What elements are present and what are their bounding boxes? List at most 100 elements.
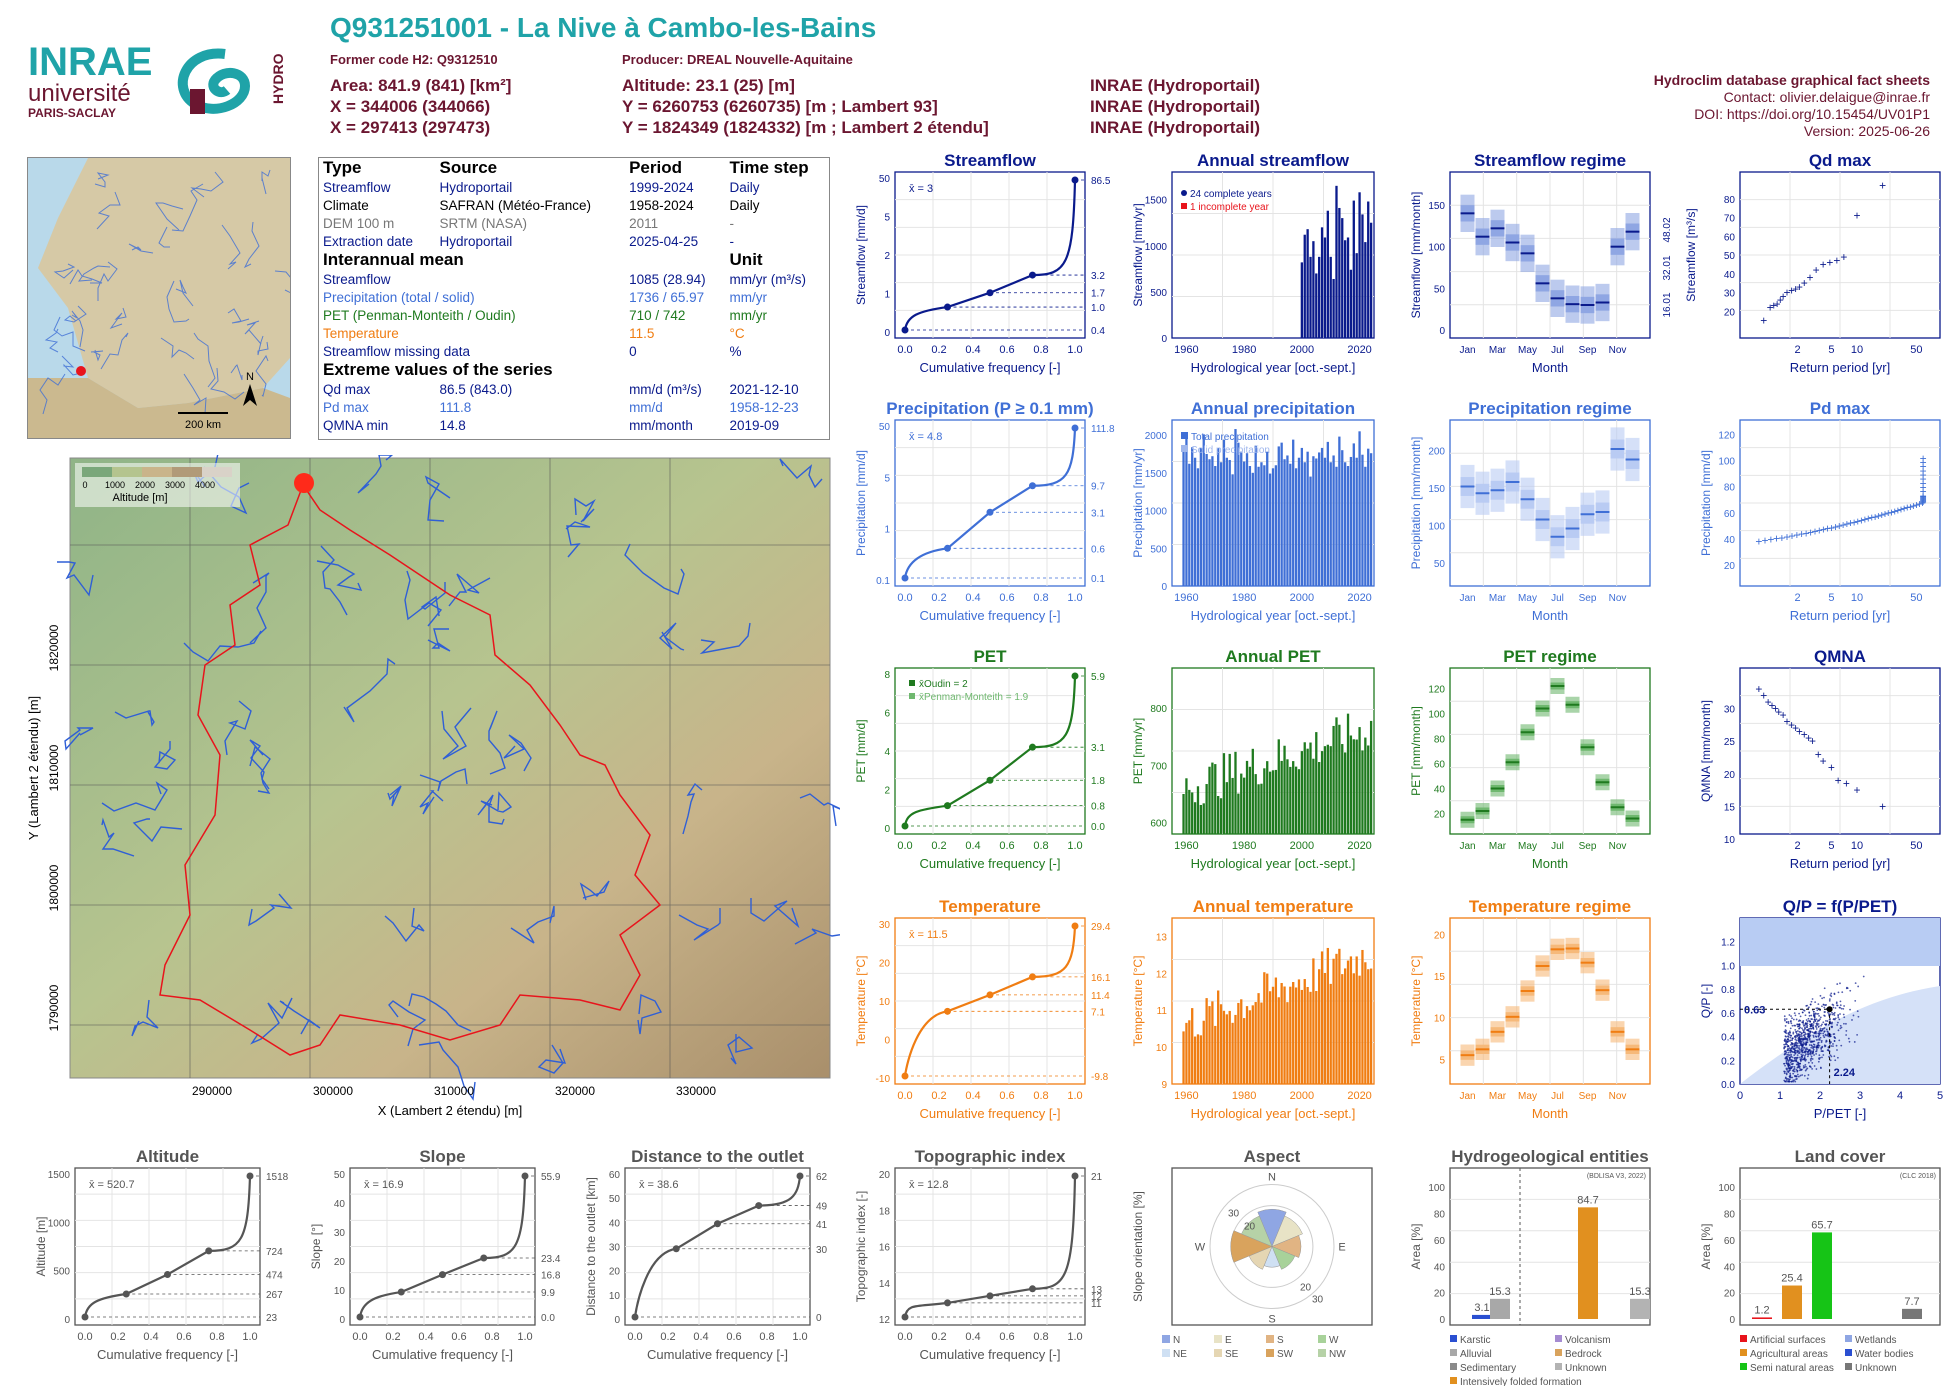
extreme-title: Extreme values of the series [323,360,553,379]
quantile-point [986,289,994,297]
y-axis-label: PET [mm/yr] [1131,718,1145,784]
annual-bar [1214,764,1217,834]
river [57,561,94,597]
src-source: Hydroportail [439,179,513,195]
daily-point [1832,1045,1834,1048]
annual-bar [1300,262,1304,338]
mean-unit: mm/yr [729,307,768,323]
daily-point [1836,1004,1839,1007]
daily-point [1789,1072,1792,1075]
legend-item: 24 complete years [1190,189,1272,200]
daily-point [1812,1010,1815,1013]
daily-point [1794,1047,1797,1049]
daily-point [1788,1080,1791,1083]
src-step: Daily [729,179,760,195]
data-point: + [1920,476,1927,490]
river [750,898,800,929]
data-point: + [1904,501,1911,515]
annual-bar [1286,455,1289,586]
panel-altitude: Altitude Cumulative frequency [-] Altitude… [34,1147,289,1362]
x-tick: 0.4 [965,840,980,852]
quantile-label: 29.4 [1091,922,1111,933]
quantile-point [672,1245,680,1253]
annual-bar [1271,986,1275,1084]
daily-point [1790,1065,1792,1068]
annual-bar [1268,771,1272,834]
annual-bar [1346,237,1350,338]
north-label: N [246,371,254,383]
annual-bar [1312,241,1315,338]
annual-bar [1309,476,1312,586]
data-point: + [1784,530,1791,544]
daily-point [1822,1032,1825,1035]
x-tick: Jan [1459,345,1475,356]
daily-point [1785,1061,1788,1063]
map-xtick: 310000 [434,1084,474,1098]
category-bar [1490,1298,1510,1319]
x-tick: Nov [1609,1091,1627,1102]
quantile-label: 9.9 [541,1288,555,1299]
y-tick: 40 [609,1218,621,1229]
daily-point [1852,1014,1855,1017]
data-point: + [1828,521,1835,535]
daily-point [1791,1076,1794,1079]
contact[interactable]: Contact: olivier.delaigue@inrae.fr [1723,89,1930,105]
annual-bar [1320,951,1324,1084]
extreme-value: 14.8 [439,417,466,433]
daily-point [1820,1039,1823,1042]
daily-point [1783,1018,1786,1020]
daily-point [1800,1043,1802,1046]
data-point: + [1778,531,1785,545]
legend-item: Unknown [1855,1363,1897,1374]
annual-bar [1318,969,1321,1084]
daily-point [1790,1055,1793,1058]
annual-bar [1320,227,1324,338]
y-tick: 20 [334,1257,346,1268]
y-tick: 50 [1434,559,1446,570]
annual-bar [1251,748,1254,834]
quantile-label: 23.4 [541,1254,561,1265]
x-tick: 50 [1910,840,1922,852]
daily-point [1785,1018,1788,1020]
y-tick: 1500 [1145,469,1168,480]
daily-point [1806,1020,1809,1023]
daily-point [1801,1021,1803,1024]
data-point: + [1919,496,1926,510]
annual-bar [1309,742,1312,834]
annual-bar [1349,956,1353,1084]
daily-point [1792,1048,1795,1050]
y2-axis-label: Streamflow [m³/s] [1684,208,1698,301]
y-tick: 10 [1434,1014,1446,1025]
map-xtick: 330000 [676,1084,716,1098]
daily-point [1843,1005,1845,1007]
annual-bar [1271,770,1275,834]
annual-bar [1315,458,1318,586]
daily-point [1793,1045,1796,1048]
src-source: SAFRAN (Météo-France) [439,197,592,213]
src-type: DEM 100 m [323,215,395,231]
y-tick: 1000 [1145,242,1168,253]
annual-bar [1196,468,1200,586]
source-1: INRAE (Hydroportail) [1090,76,1260,95]
daily-point [1794,1014,1797,1017]
daily-point [1795,1044,1798,1047]
annual-bar [1349,269,1353,338]
annual-bar [1237,442,1240,586]
y-axis-label: Area [%] [1409,1223,1423,1269]
data-point: + [1816,524,1823,538]
doi[interactable]: DOI: https://doi.org/10.15454/UV01P1 [1694,106,1930,122]
annual-bar [1196,786,1200,834]
daily-point [1788,1033,1791,1036]
daily-point [1815,1032,1817,1035]
daily-point [1815,1048,1818,1051]
quantile-label: 3.1 [1091,508,1105,519]
data-point: + [1813,263,1820,277]
panel-temperature: Temperature Cumulative frequency [-] Tempe… [854,897,1111,1121]
daily-point [1836,1049,1838,1051]
interannual-title: Interannual mean [323,250,464,269]
daily-point [1801,1046,1803,1049]
daily-point [1802,1031,1805,1034]
daily-point [1789,1075,1791,1078]
daily-point [1790,1080,1793,1083]
annual-bar [1245,760,1249,834]
